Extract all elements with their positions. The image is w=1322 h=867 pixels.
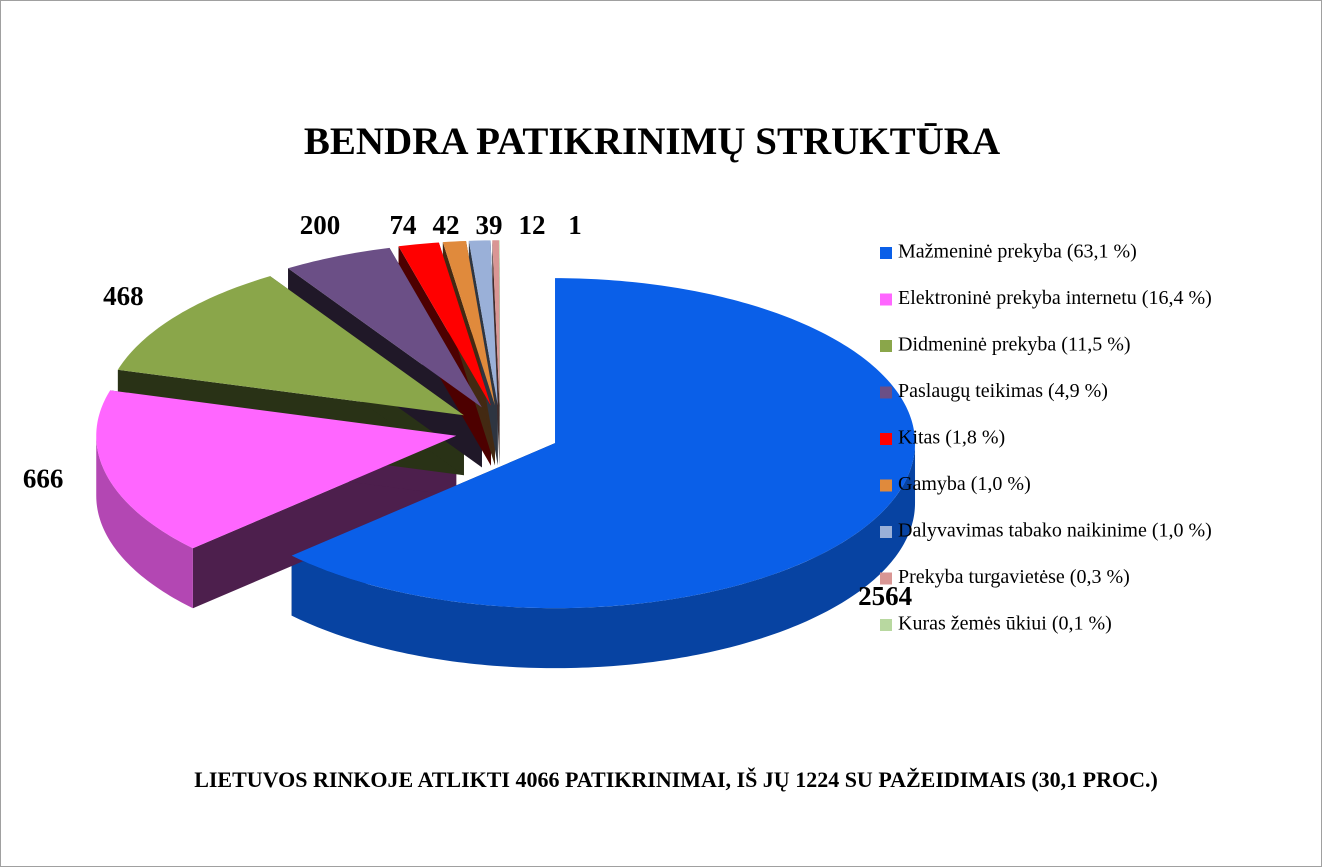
data-label: 42	[433, 210, 460, 240]
legend-swatch	[880, 479, 892, 492]
legend-swatch	[880, 433, 892, 445]
legend-swatch	[880, 526, 892, 538]
legend-swatch	[880, 619, 892, 631]
slice-tops	[96, 240, 916, 609]
legend-label: Kuras žemės ūkiui (0,1 %)	[898, 613, 1112, 635]
legend-label: Kitas (1,8 %)	[898, 427, 1005, 449]
legend-label: Didmeninė prekyba (11,5 %)	[898, 334, 1131, 356]
data-label: 74	[390, 210, 417, 240]
legend-label: Paslaugų teikimas (4,9 %)	[898, 380, 1108, 402]
legend-swatch	[880, 572, 892, 585]
legend-swatch	[880, 293, 892, 306]
slice	[398, 242, 491, 406]
legend-label: Elektroninė prekyba internetu (16,4 %)	[898, 287, 1212, 309]
slice	[492, 240, 500, 406]
slice-wall	[492, 240, 500, 466]
data-label: 666	[23, 463, 64, 493]
legend-label: Mažmeninė prekyba (63,1 %)	[898, 241, 1137, 263]
slice	[96, 390, 457, 549]
slice-wall	[499, 240, 500, 466]
slice	[291, 278, 916, 609]
chart-title: BENDRA PATIKRINIMŲ STRUKTŪRA	[304, 120, 1000, 163]
legend-label: Prekyba turgavietėse (0,3 %)	[898, 566, 1130, 588]
data-label: 468	[103, 281, 144, 311]
slice-side	[96, 435, 193, 609]
annotation: LIETUVOS RINKOJE ATLIKTI 4066 PATIKRINIM…	[194, 767, 1158, 792]
slice	[117, 276, 464, 416]
data-label: 39	[476, 210, 503, 240]
slice-side	[291, 443, 916, 669]
data-label: 12	[519, 210, 546, 240]
slice	[499, 240, 500, 406]
legend-label: Gamyba (1,0 %)	[898, 473, 1031, 495]
legend-swatch	[880, 340, 892, 352]
legend-label: Dalyvavimas tabako naikinime (1,0 %)	[898, 520, 1212, 542]
slice	[288, 247, 482, 408]
data-label: 200	[300, 210, 341, 240]
data-label: 2564	[858, 581, 912, 611]
legend-swatch	[880, 247, 892, 259]
data-label: 1	[568, 210, 582, 240]
slice	[442, 240, 495, 406]
slice	[468, 240, 498, 406]
legend-swatch	[880, 386, 892, 399]
